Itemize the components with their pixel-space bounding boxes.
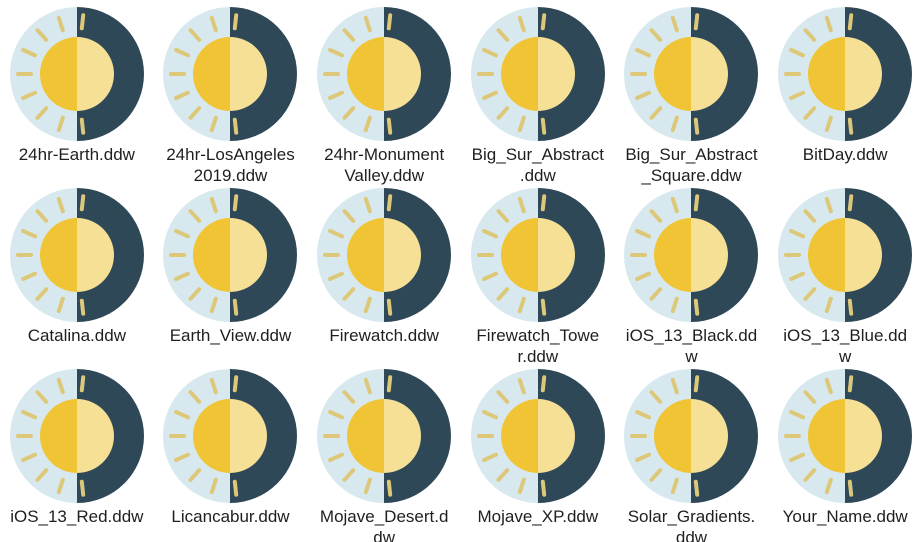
day-night-icon — [317, 369, 451, 503]
file-name-label: iOS_13_Blue.dd w — [783, 326, 908, 366]
file-tile-24hr-losangeles2019[interactable]: 24hr-LosAngeles 2019.ddw — [154, 7, 308, 188]
file-name-label: Firewatch.ddw — [329, 326, 439, 345]
file-tile-licancabur[interactable]: Licancabur.ddw — [154, 369, 308, 542]
file-name-label: Your_Name.ddw — [782, 507, 908, 526]
file-tile-firewatch-tower[interactable]: Firewatch_Towe r.ddw — [461, 188, 615, 369]
day-night-icon — [778, 7, 912, 141]
day-night-icon — [471, 7, 605, 141]
file-name-label: Mojave_Desert.d dw — [319, 507, 449, 542]
file-tile-mojave-desert[interactable]: Mojave_Desert.d dw — [307, 369, 461, 542]
file-tile-ios-13-black[interactable]: iOS_13_Black.dd w — [615, 188, 769, 369]
day-night-icon — [778, 369, 912, 503]
file-name-label: Licancabur.ddw — [171, 507, 290, 526]
file-name-label: Catalina.ddw — [27, 326, 126, 345]
file-name-label: Solar_Gradients. ddw — [627, 507, 756, 542]
day-night-icon — [163, 188, 297, 322]
file-name-label: iOS_13_Red.ddw — [10, 507, 144, 526]
file-name-label: 24hr-Monument Valley.ddw — [324, 145, 445, 185]
file-tile-big-sur-abstract[interactable]: Big_Sur_Abstract .ddw — [461, 7, 615, 188]
file-tile-24hr-earth[interactable]: 24hr-Earth.ddw — [0, 7, 154, 188]
file-tile-ios-13-blue[interactable]: iOS_13_Blue.dd w — [768, 188, 922, 369]
file-name-label: 24hr-Earth.ddw — [18, 145, 135, 164]
day-night-icon — [624, 7, 758, 141]
file-tile-24hr-monumentvalley[interactable]: 24hr-Monument Valley.ddw — [307, 7, 461, 188]
file-name-label: Firewatch_Towe r.ddw — [476, 326, 600, 366]
day-night-icon — [471, 188, 605, 322]
day-night-icon — [471, 369, 605, 503]
file-tile-earth-view[interactable]: Earth_View.ddw — [154, 188, 308, 369]
file-name-label: iOS_13_Black.dd w — [625, 326, 758, 366]
day-night-icon — [163, 369, 297, 503]
day-night-icon — [624, 188, 758, 322]
file-tile-bitday[interactable]: BitDay.ddw — [768, 7, 922, 188]
day-night-icon — [163, 7, 297, 141]
file-name-label: Earth_View.ddw — [169, 326, 292, 345]
file-tile-big-sur-abstract-square[interactable]: Big_Sur_Abstract _Square.ddw — [615, 7, 769, 188]
file-tile-firewatch[interactable]: Firewatch.ddw — [307, 188, 461, 369]
file-tile-solar-gradients[interactable]: Solar_Gradients. ddw — [615, 369, 769, 542]
file-tile-mojave-xp[interactable]: Mojave_XP.ddw — [461, 369, 615, 542]
day-night-icon — [317, 188, 451, 322]
file-name-label: Big_Sur_Abstract .ddw — [471, 145, 604, 185]
day-night-icon — [10, 369, 144, 503]
day-night-icon — [10, 7, 144, 141]
file-tile-ios-13-red[interactable]: iOS_13_Red.ddw — [0, 369, 154, 542]
file-name-label: 24hr-LosAngeles 2019.ddw — [166, 145, 295, 185]
file-tile-your-name[interactable]: Your_Name.ddw — [768, 369, 922, 542]
day-night-icon — [624, 369, 758, 503]
day-night-icon — [10, 188, 144, 322]
file-name-label: BitDay.ddw — [802, 145, 888, 164]
file-name-label: Big_Sur_Abstract _Square.ddw — [625, 145, 758, 185]
day-night-icon — [317, 7, 451, 141]
file-name-label: Mojave_XP.ddw — [477, 507, 599, 526]
day-night-icon — [778, 188, 912, 322]
file-tile-catalina[interactable]: Catalina.ddw — [0, 188, 154, 369]
